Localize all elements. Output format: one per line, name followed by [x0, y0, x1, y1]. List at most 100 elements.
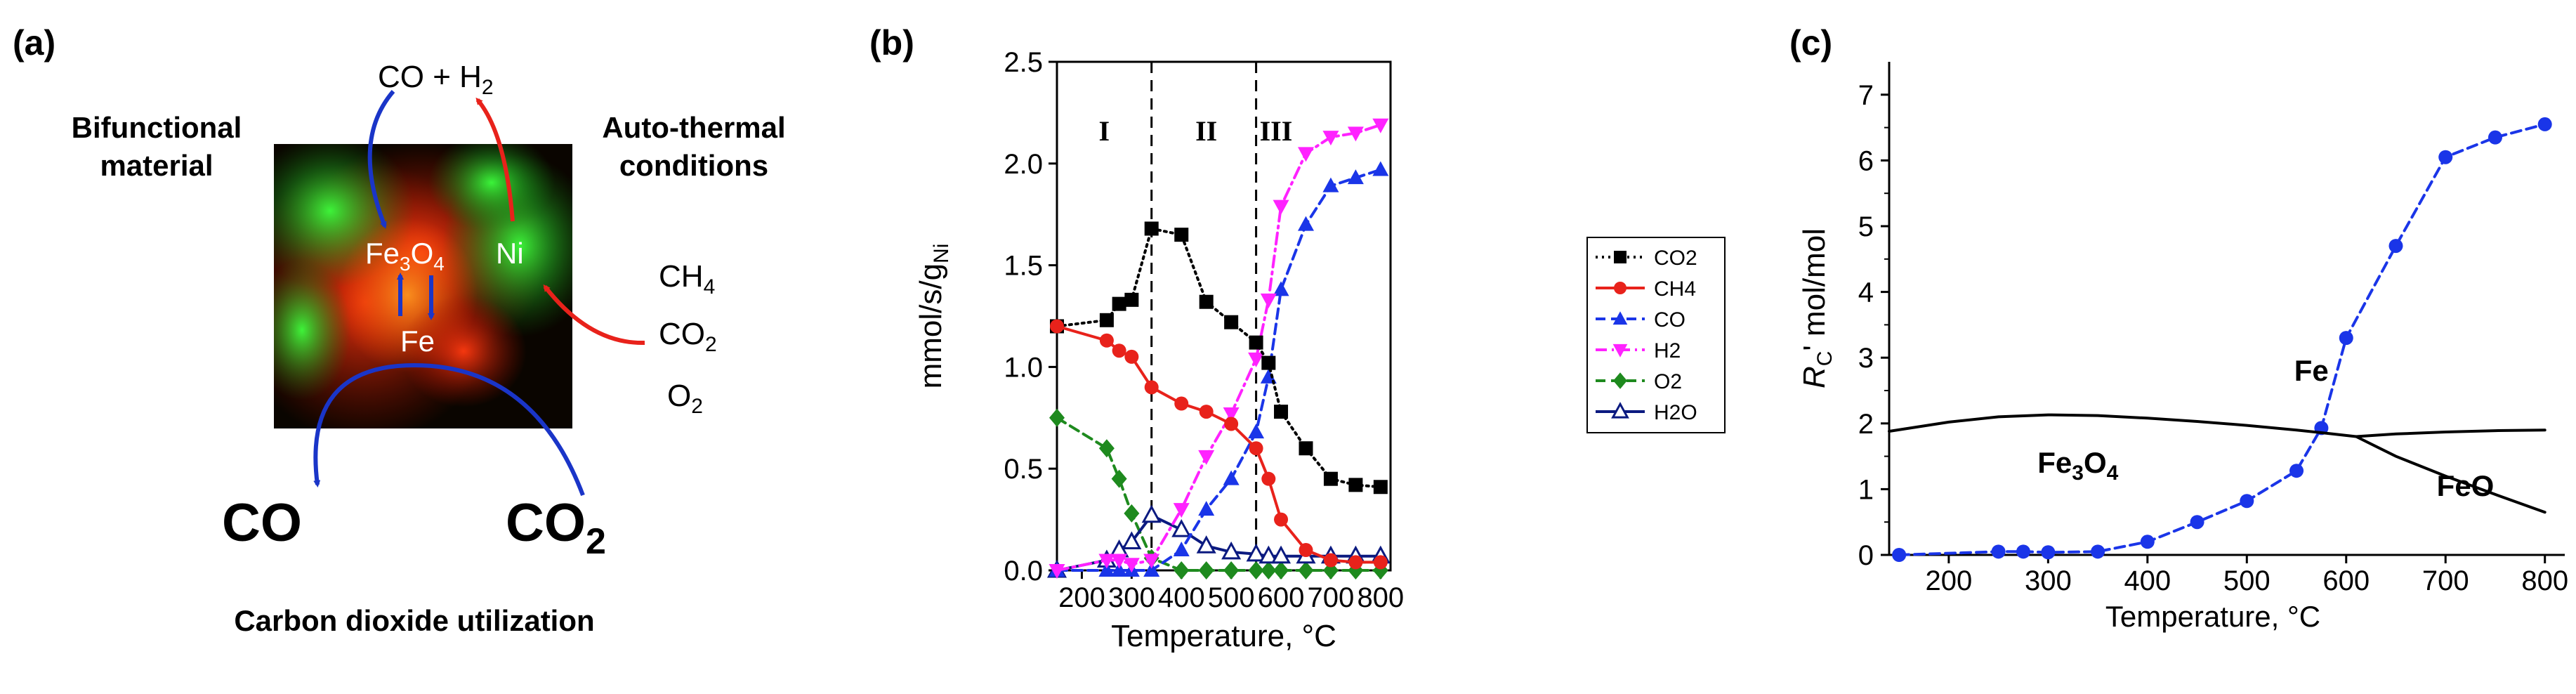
chart-b-point-o2 — [1049, 408, 1065, 427]
chart-b-ylabel: mmol/s/gNi — [914, 244, 953, 389]
chart-b-point-ch4 — [1050, 319, 1064, 334]
chart-b-point-co — [1347, 169, 1364, 185]
chart-c-point-measured — [2339, 331, 2353, 346]
chart-b-region-label: I — [1099, 115, 1110, 147]
chart-b-point-co — [1198, 501, 1215, 516]
chart-b-ytick-label: 1.5 — [1004, 251, 1043, 282]
chart-b-point-o2 — [1124, 504, 1140, 523]
chart-b-point-o2 — [1273, 561, 1289, 580]
chart-c-point-measured — [2438, 150, 2453, 164]
chart-b-xtick-label: 700 — [1308, 582, 1355, 613]
chart-b-point-co2 — [1099, 313, 1114, 327]
chart-b-xtick-label: 600 — [1258, 582, 1305, 613]
chart-b-point-o2 — [1111, 469, 1127, 488]
chart-b-point-ch4 — [1373, 555, 1388, 570]
chart-c-ytick-label: 2 — [1858, 409, 1874, 440]
blue-arrow-syngas-in — [367, 90, 395, 229]
chart-c-point-measured — [2240, 494, 2254, 509]
chart-b-point-h2 — [1297, 147, 1314, 162]
chart-c-phase-label: Fe3O4 — [2037, 446, 2118, 485]
chart-b-point-co — [1248, 424, 1265, 439]
chart-b-xtick-label: 400 — [1158, 582, 1205, 613]
co2-utilization-caption: Carbon dioxide utilization — [234, 604, 594, 637]
chart-b-point-o2 — [1098, 439, 1115, 458]
chart-b-point-ch4 — [1299, 543, 1313, 558]
chart-b-point-h2 — [1111, 554, 1128, 569]
chart-b-point-ch4 — [1323, 553, 1338, 568]
chart-b-point-h2 — [1260, 293, 1277, 308]
chart-b-legend-label-h2o: H2O — [1654, 401, 1697, 424]
chart-b-legend-marker-h2o — [1611, 402, 1629, 419]
chart-b-legend-label-co: CO — [1654, 308, 1685, 332]
chart-b-point-h2 — [1098, 554, 1115, 569]
chart-c-point-measured — [2041, 545, 2056, 560]
chart-b-ytick-label: 2.0 — [1004, 149, 1043, 180]
chart-c-xtick-label: 200 — [1926, 565, 1973, 596]
chart-b-legend-box — [1586, 237, 1726, 433]
chart-b-point-co — [1322, 177, 1339, 192]
chart-b-point-co2 — [1199, 294, 1214, 309]
chart-b-point-h2 — [1347, 126, 1364, 142]
chart-b-legend-marker-h2 — [1612, 343, 1628, 358]
chart-b-point-ch4 — [1261, 471, 1276, 486]
co2-input-label: CO2 — [659, 317, 717, 356]
chart-b-xtick-label: 300 — [1108, 582, 1155, 613]
chart-b-ytick-label: 0.5 — [1004, 454, 1043, 485]
chart-b-ytick-label: 0.0 — [1004, 556, 1043, 587]
chart-c-ytick-label: 3 — [1858, 343, 1874, 374]
chart-c-ytick-label: 7 — [1858, 80, 1874, 111]
chart-b-legend-marker-o2 — [1613, 372, 1627, 389]
chart-b-point-h2o — [1259, 545, 1279, 564]
chart-b-point-co2 — [1274, 405, 1289, 419]
chart-c-xtick-label: 700 — [2422, 565, 2469, 596]
chart-b-series-line-co — [1056, 168, 1382, 572]
bifunctional-label-line1: Bifunctional — [72, 111, 242, 144]
chart-b-point-co2 — [1112, 296, 1126, 311]
chart-b-point-co2 — [1224, 315, 1239, 329]
panel-a: (a) Bifunctional material Auto-thermal c… — [13, 23, 786, 637]
chart-c-point-measured — [2016, 544, 2030, 559]
chart-c-ytick-label: 6 — [1858, 145, 1874, 176]
chart-b-point-co2 — [1124, 292, 1139, 307]
chart-b-point-o2 — [1298, 561, 1314, 580]
chart-b-point-ch4 — [1124, 349, 1139, 364]
chart-b-point-h2 — [1049, 564, 1065, 579]
autothermal-label-line1: Auto-thermal — [602, 111, 785, 144]
chart-b-point-h2o — [1196, 535, 1216, 554]
chart-b-point-ch4 — [1112, 343, 1126, 358]
chart-b-legend-marker-co2 — [1614, 251, 1627, 263]
chart-b-point-ch4 — [1199, 405, 1214, 419]
chart-b: (b) 200 300 400 500 600 700 800 0.0 0.5 1.0 1.5 2.0 2… — [869, 23, 1726, 653]
chart-b-point-ch4 — [1274, 512, 1289, 527]
chart-b-point-co2 — [1261, 355, 1276, 370]
chart-b-point-o2 — [1248, 561, 1264, 580]
chart-b-xtick-label: 500 — [1208, 582, 1255, 613]
red-arrow-syngas-out — [475, 97, 515, 222]
chart-b-point-h2 — [1322, 131, 1339, 146]
chart-b-point-co — [1173, 542, 1190, 557]
chart-b-legend-label-o2: O2 — [1654, 370, 1682, 393]
chart-b-legend-marker-ch4 — [1614, 282, 1627, 294]
chart-b-legend-label-co2: CO2 — [1654, 247, 1697, 270]
chart-c-point-measured — [1991, 544, 2006, 559]
chart-b-point-co — [1098, 562, 1115, 577]
co-product-label: CO — [222, 493, 302, 553]
chart-c-point-measured — [2289, 464, 2304, 478]
chart-b-point-h2 — [1223, 407, 1240, 423]
ni-image-label: Ni — [496, 237, 524, 270]
chart-b-point-ch4 — [1144, 380, 1159, 395]
chart-c-point-measured — [2537, 117, 2552, 131]
chart-c-ytick-label: 1 — [1858, 474, 1874, 505]
eds-map-image — [274, 144, 572, 428]
chart-b-point-ch4 — [1224, 417, 1239, 431]
chart-b-point-co — [1273, 281, 1289, 296]
chart-b-point-co — [1143, 562, 1160, 577]
co2-feed-label: CO2 — [506, 493, 606, 562]
chart-b-point-co2 — [1249, 335, 1263, 350]
autothermal-label-line2: conditions — [619, 149, 768, 182]
chart-b-point-o2 — [1198, 561, 1214, 580]
chart-c-ytick-label: 0 — [1858, 540, 1874, 571]
chart-c-point-measured — [2388, 239, 2403, 254]
chart-b-point-h2 — [1273, 199, 1289, 215]
chart-b-point-h2o — [1221, 541, 1242, 560]
